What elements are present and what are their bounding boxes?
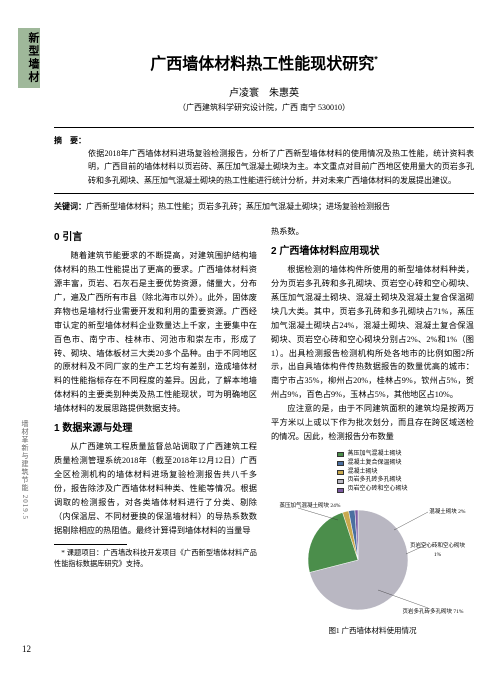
authors: 卢凌寰 朱惠英	[54, 84, 474, 99]
legend-item: 混凝土砌块	[337, 469, 407, 477]
journal-caption: 墙材革新与建筑节能 2019.5	[20, 420, 30, 520]
legend-label: 蒸压加气混凝土砌块	[347, 451, 401, 459]
left-column: 0 引言 随着建筑节能要求的不断提高，对建筑围护结构墙体材料的热工性能提出了更高…	[54, 225, 257, 637]
legend-label: 页岩多孔砖多孔砌块	[347, 477, 401, 485]
legend-label: 混凝土复合保温砌块	[347, 460, 401, 468]
legend-item: 蒸压加气混凝土砌块	[337, 451, 407, 459]
footnote-rule	[54, 544, 127, 545]
title-footnote-mark: *	[374, 55, 378, 65]
section-0-heading: 0 引言	[54, 229, 257, 246]
abstract-label: 摘 要：	[54, 136, 86, 145]
keywords-label: 关键词：	[54, 202, 86, 211]
footnote-text: * 课题项目：广西墙改科技开发项目《广西新型墙体材料产品性能指标数据库研究》支持…	[54, 548, 257, 570]
title-text: 广西墙体材料热工性能现状研究	[150, 56, 374, 73]
two-column-body: 0 引言 随着建筑节能要求的不断提高，对建筑围护结构墙体材料的热工性能提出了更高…	[54, 225, 474, 637]
figure-1-caption: 图1 广西墙体材料使用情况	[271, 625, 474, 638]
legend-item: 页岩空心砖和空心砌块	[337, 486, 407, 494]
legend-label: 页岩空心砖和空心砌块	[347, 486, 407, 494]
legend-item: 混凝土复合保温砌块	[337, 460, 407, 468]
legend-item: 页岩多孔砖多孔砌块	[337, 477, 407, 485]
legend-swatch	[337, 452, 344, 457]
abstract-block: 摘 要： 依据2018年广西墙体材料进场复验检测报告，分析了广西新型墙体材料的使…	[54, 127, 474, 194]
chart-legend: 蒸压加气混凝土砌块混凝土复合保温砌块混凝土砌块页岩多孔砖多孔砌块页岩空心砖和空心…	[337, 450, 407, 495]
legend-swatch	[337, 488, 344, 493]
page-number: 12	[22, 644, 31, 654]
section-2-para-a: 根据检测的墙体构件所使用的新型墙体材料种类，分为页岩多孔砖和多孔砌块、页岩空心砖…	[271, 263, 474, 402]
legend-swatch	[337, 479, 344, 484]
leader-label: 页岩空心砖和空心砌块 1%	[408, 542, 468, 561]
abstract-text: 依据2018年广西墙体材料进场复验检测报告，分析了广西新型墙体材料的使用情况及热…	[88, 147, 474, 187]
article-title: 广西墙体材料热工性能现状研究*	[54, 50, 474, 74]
legend-swatch	[337, 461, 344, 466]
section-2-heading: 2 广西墙体材料应用现状	[271, 243, 474, 260]
section-2-para-b: 应注意的是，由于不同建筑面积的建筑均是按两万平方米以上或以下作为批次划分，而且存…	[271, 402, 474, 444]
legend-label: 混凝土砌块	[347, 469, 377, 477]
right-column: 热系数。 2 广西墙体材料应用现状 根据检测的墙体构件所使用的新型墙体材料种类，…	[271, 225, 474, 637]
side-tab: 新型墙材	[18, 28, 40, 88]
section-1-heading: 1 数据来源与处理	[54, 420, 257, 437]
leader-line	[394, 512, 428, 530]
section-0-para: 随着建筑节能要求的不断提高，对建筑围护结构墙体材料的热工性能提出了更高的要求。广…	[54, 249, 257, 416]
affiliation: （广西建筑科学研究设计院，广西 南宁 530010）	[54, 102, 474, 113]
legend-swatch	[337, 470, 344, 475]
leader-label: 蒸压加气混凝土砌块 24%	[280, 502, 341, 511]
figure-1: 蒸压加气混凝土砌块混凝土复合保温砌块混凝土砌块页岩多孔砖多孔砌块页岩空心砖和空心…	[271, 450, 474, 637]
section-1-para: 从广西建筑工程质量监督总站调取了广西建筑工程质量检测管理系统2018年（截至20…	[54, 440, 257, 538]
page-content: 广西墙体材料热工性能现状研究* 卢凌寰 朱惠英 （广西建筑科学研究设计院，广西 …	[54, 50, 474, 656]
keywords-text: 广西新型墙体材料；热工性能；页岩多孔砖；蒸压加气混凝土砌块；进场复验检测报告	[86, 202, 390, 211]
keywords-block: 关键词：广西新型墙体材料；热工性能；页岩多孔砖；蒸压加气混凝土砌块；进场复验检测…	[54, 200, 474, 219]
leader-label: 混凝土砌块 2%	[429, 508, 465, 517]
leader-label: 页岩多孔砖多孔砌块 71%	[403, 608, 464, 617]
continuation-text: 热系数。	[271, 225, 474, 239]
